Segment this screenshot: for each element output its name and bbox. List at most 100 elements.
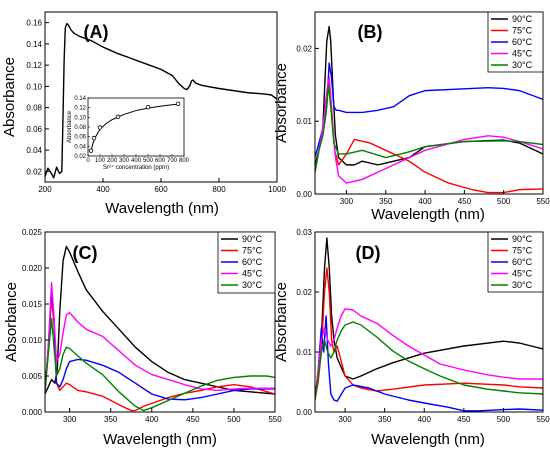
- y-tick-label: 0.01: [296, 117, 312, 126]
- x-tick-label: 300: [340, 197, 354, 206]
- x-tick-label: 300: [338, 415, 352, 424]
- series-line-60c: [315, 315, 543, 412]
- inset-x-tick-label: 0: [86, 158, 90, 164]
- legend-label: 90°C: [512, 234, 533, 244]
- plot-frame: [314, 231, 544, 413]
- inset-data-point: [145, 104, 151, 110]
- inset-frame: [87, 97, 185, 157]
- legend-label: 90°C: [512, 14, 533, 24]
- y-tick-label: 0.14: [26, 40, 42, 49]
- y-tick-label: 0.02: [296, 44, 312, 53]
- inset-y-tick-label: 0.10: [74, 115, 86, 121]
- x-tick-label: 400: [418, 415, 432, 424]
- legend-label: 60°C: [242, 257, 263, 267]
- inset-x-tick-label: 400: [131, 158, 142, 164]
- y-tick-label: 0.01: [296, 348, 312, 357]
- y-tick-label: 0.025: [22, 228, 43, 237]
- chart-panel-a: 200 400 600 800 10000.020.040.060.080.100.12…: [1, 11, 286, 217]
- inset-y-tick-label: 0.06: [74, 135, 86, 141]
- inset-data-point: [175, 101, 181, 106]
- chart-panel-b: 300 350 400 450 500 550 0.00 0.01 0.02 Wavelength…: [273, 11, 550, 223]
- legend-label: 75°C: [512, 26, 533, 36]
- x-tick-label: 550: [536, 197, 550, 206]
- series-line-75c: [315, 76, 543, 194]
- x-axis-title: Wavelength (nm): [371, 431, 485, 448]
- y-axis-title: Absorbance: [3, 282, 20, 362]
- inset-x-tick-label: 200: [107, 158, 118, 164]
- x-tick-label: 550: [536, 415, 550, 424]
- legend-label: 45°C: [512, 269, 533, 279]
- legend: 90°C 75°C60°C 45°C30°C: [487, 231, 544, 293]
- legend-label: 30°C: [242, 280, 263, 290]
- y-tick-label: 0.04: [26, 146, 42, 155]
- panel-label: (B): [358, 22, 383, 42]
- y-tick-label: 0.020: [22, 264, 43, 273]
- y-tick-label: 0.010: [22, 336, 43, 345]
- y-tick-label: 0.015: [22, 300, 43, 309]
- y-axis-title: Absorbance: [273, 282, 290, 362]
- series-line-45c: [315, 76, 543, 184]
- y-tick-label: 0.03: [296, 228, 312, 237]
- legend-label: 45°C: [512, 49, 533, 59]
- y-tick-label: 0.00: [296, 408, 312, 417]
- x-tick-label: 350: [378, 415, 392, 424]
- legend-label: 75°C: [512, 246, 533, 256]
- y-tick-label: 0.16: [26, 19, 42, 28]
- x-tick-label: 500: [497, 197, 511, 206]
- x-axis-title: Wavelength (nm): [371, 206, 485, 223]
- inset-chart: 0 100 200 300 400 500 600 700 800 0.02 0.04 0.06 0.0…: [67, 96, 190, 171]
- inset-x-tick-label: 300: [119, 158, 130, 164]
- x-tick-label: 400: [145, 415, 159, 424]
- x-axis-title: Wavelength (nm): [105, 200, 219, 217]
- inset-data-point: [91, 135, 97, 141]
- x-tick-label: 600: [154, 185, 168, 194]
- plot-frame: [314, 11, 544, 195]
- x-tick-label: 450: [458, 197, 472, 206]
- plot-frame: [44, 231, 276, 413]
- x-tick-label: 400: [96, 185, 110, 194]
- legend-label: 90°C: [242, 234, 263, 244]
- inset-x-tick-label: 100: [95, 158, 106, 164]
- legend-label: 60°C: [512, 257, 533, 267]
- x-tick-label: 800: [212, 185, 226, 194]
- legend-label: 30°C: [512, 60, 533, 70]
- x-tick-label: 500: [497, 415, 511, 424]
- series-line-30c: [315, 321, 543, 401]
- x-tick-label: 500: [227, 415, 241, 424]
- legend-label: 45°C: [242, 269, 263, 279]
- series-line-0: [45, 22, 277, 179]
- legend: 90°C 75°C60°C 45°C30°C: [487, 11, 544, 73]
- x-tick-label: 450: [186, 415, 200, 424]
- y-tick-label: 0.02: [26, 167, 42, 176]
- x-tick-label: 300: [63, 415, 77, 424]
- legend-label: 60°C: [512, 37, 533, 47]
- y-tick-label: 0.10: [26, 82, 42, 91]
- series-line-60c: [315, 62, 543, 158]
- inset-x-tick-label: 800: [179, 158, 190, 164]
- panel-label: (D): [356, 243, 381, 263]
- y-tick-label: 0.000: [22, 408, 43, 417]
- inset-y-tick-label: 0.04: [74, 144, 86, 150]
- chart-panel-d: 300 350 400 450 500 550 0.00 0.01 0.02 0.03 Wavele…: [273, 228, 550, 448]
- y-tick-label: 0.12: [26, 61, 42, 70]
- x-tick-label: 1000: [268, 185, 286, 194]
- y-tick-label: 0.02: [296, 288, 312, 297]
- inset-y-axis-title: Absorbance: [67, 110, 73, 143]
- x-tick-label: 400: [418, 197, 432, 206]
- panel-label: (C): [73, 243, 98, 263]
- series-line-45c: [315, 308, 543, 401]
- inset-x-axis-title: Sr²⁺ concentration (ppm): [103, 164, 169, 171]
- inset-data-point: [97, 125, 103, 130]
- y-tick-label: 0.06: [26, 125, 42, 134]
- inset-x-tick-label: 700: [167, 158, 178, 164]
- y-axis-title: Absorbance: [1, 57, 18, 137]
- series-line-30c: [45, 317, 275, 412]
- inset-data-point: [88, 148, 94, 153]
- x-tick-label: 450: [457, 415, 471, 424]
- inset-y-tick-label: 0.08: [74, 125, 86, 131]
- legend: 90°C 75°C60°C 45°C30°C: [217, 231, 276, 294]
- legend-label: 75°C: [242, 246, 263, 256]
- series-line-60c: [45, 288, 275, 401]
- series-line-75c: [45, 296, 275, 412]
